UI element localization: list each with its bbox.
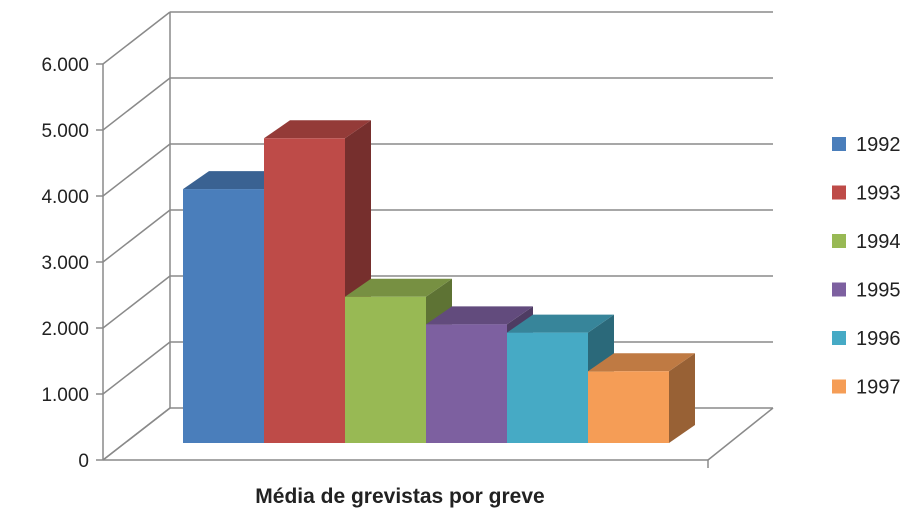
bar-front-face — [588, 371, 669, 443]
y-tick-label: 1.000 — [41, 385, 89, 406]
y-tick-label: 3.000 — [41, 253, 89, 274]
bar-top-face — [264, 120, 371, 139]
y-tick-label: 0 — [78, 451, 89, 472]
y-tick-label: 6.000 — [41, 55, 89, 76]
floor-right-edge — [707, 407, 774, 461]
legend-label: 1993 — [856, 183, 901, 205]
x-axis-label: Média de grevistas por greve — [255, 485, 544, 508]
bars — [183, 120, 695, 444]
legend-label: 1995 — [856, 280, 901, 302]
legend-label: 1992 — [856, 134, 901, 156]
gridline-side — [102, 209, 171, 263]
legend-swatch — [832, 282, 846, 297]
bar-front-face — [183, 189, 264, 443]
bar-front-face — [426, 324, 507, 443]
bar-1992 — [183, 171, 290, 443]
gridline-side — [102, 341, 171, 395]
legend-item-1995: 1995 — [832, 280, 901, 302]
gridline-side — [102, 77, 171, 131]
y-tick-label: 4.000 — [41, 187, 89, 208]
legend-item-1993: 1993 — [832, 183, 901, 205]
legend-swatch — [832, 185, 846, 200]
legend-item-1997: 1997 — [832, 377, 901, 399]
legend-swatch — [832, 137, 846, 151]
bar-1997 — [588, 353, 695, 443]
bar-top-face — [507, 314, 614, 333]
legend-swatch — [832, 331, 846, 345]
legend-swatch — [832, 379, 846, 394]
y-axis: 0 1.000 2.000 3.000 4.000 5.000 6.000 — [41, 55, 103, 472]
legend-item-1992: 1992 — [832, 134, 901, 156]
legend-item-1996: 1996 — [832, 328, 901, 350]
gridline-side — [102, 407, 171, 461]
gridline-side — [102, 143, 171, 197]
gridline-side — [102, 11, 171, 65]
legend-label: 1994 — [856, 231, 901, 253]
gridline-side — [102, 275, 171, 329]
bar-top-face — [426, 306, 533, 325]
bar-side-face — [669, 353, 695, 443]
bar-top-face — [345, 278, 452, 297]
legend-item-1994: 1994 — [832, 231, 901, 253]
bar-front-face — [264, 138, 345, 443]
y-tick-label: 2.000 — [41, 319, 89, 340]
bar-front-face — [507, 332, 588, 443]
bar-top-face — [588, 353, 695, 372]
legend: 1992 1993 1994 1995 1996 1997 — [832, 134, 901, 399]
legend-swatch — [832, 234, 846, 248]
legend-label: 1997 — [856, 377, 901, 399]
bar-front-face — [345, 296, 426, 443]
legend-label: 1996 — [856, 328, 901, 350]
y-tick-label: 5.000 — [41, 121, 89, 142]
bar-top-face — [183, 171, 290, 190]
